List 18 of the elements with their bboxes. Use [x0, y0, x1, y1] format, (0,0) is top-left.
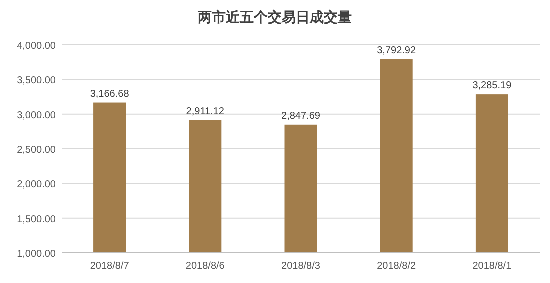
- x-tick-label: 2018/8/1: [472, 261, 512, 272]
- y-tick-label: 3,000.00: [17, 110, 56, 122]
- data-label: 2,847.69: [282, 110, 321, 122]
- data-label: 3,285.19: [472, 80, 512, 92]
- y-tick-label: 1,500.00: [17, 214, 56, 226]
- x-tick-label: 2018/8/2: [377, 261, 416, 272]
- x-tick-label: 2018/8/6: [186, 261, 226, 272]
- data-label: 2,911.12: [186, 106, 225, 118]
- y-tick-label: 1,000.00: [17, 249, 56, 260]
- x-tick-label: 2018/8/3: [282, 261, 321, 272]
- x-tick-label: 2018/8/7: [90, 261, 130, 272]
- chart-title: 两市近五个交易日成交量: [197, 9, 352, 25]
- y-tick-label: 2,500.00: [17, 145, 56, 156]
- y-tick-label: 2,000.00: [17, 180, 56, 191]
- data-label: 3,166.68: [90, 88, 130, 100]
- y-tick-label: 3,500.00: [17, 76, 56, 87]
- data-label: 3,792.92: [377, 45, 416, 56]
- y-tick-label: 4,000.00: [17, 41, 56, 52]
